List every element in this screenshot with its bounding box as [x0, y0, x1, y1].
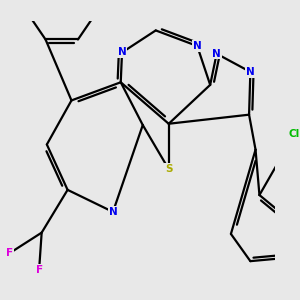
Text: N: N — [109, 207, 117, 217]
Text: S: S — [165, 164, 172, 174]
Text: Cl: Cl — [289, 129, 300, 139]
Text: N: N — [212, 49, 221, 59]
Text: N: N — [246, 67, 255, 77]
Text: F: F — [6, 248, 13, 258]
Text: N: N — [118, 47, 126, 58]
Text: F: F — [35, 265, 43, 275]
Text: N: N — [193, 41, 202, 51]
